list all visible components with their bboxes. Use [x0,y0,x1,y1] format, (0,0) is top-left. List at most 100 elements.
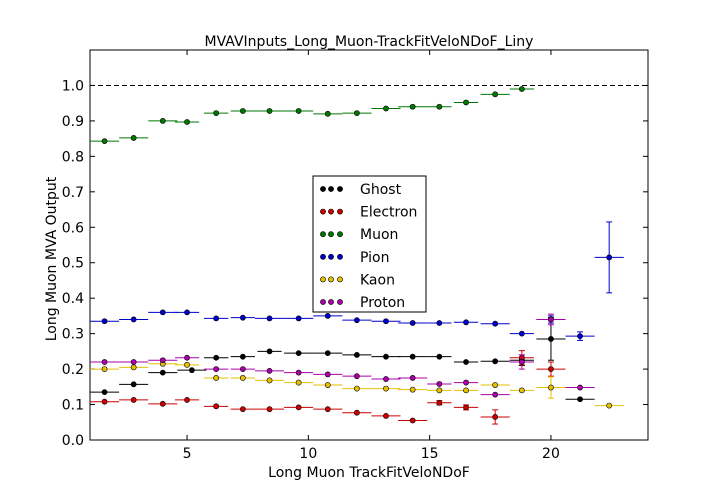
plot-area: 0.0 0.1 0.2 0.3 0.4 0.5 0.6 0.7 0.8 0.9 1.0 5 10 15 20 [62,49,649,462]
data-point [295,404,302,411]
data-point [436,381,443,387]
series-electron [90,350,566,425]
legend-marker [337,253,343,260]
plot-frame [89,49,649,441]
data-point [130,359,137,365]
y-tick-label: 0.2 [62,362,84,378]
data-point [324,406,331,413]
data-point [184,119,190,125]
data-point [188,367,195,374]
legend-box [312,175,427,313]
data-point [409,417,416,424]
data-point [436,387,443,394]
data-point [266,108,273,114]
data-point [409,320,416,326]
data-point [353,373,360,380]
data-point [548,316,554,323]
x-tick-label: 10 [299,446,317,462]
legend-marker [320,231,326,238]
data-point [492,391,499,398]
legend-marker [320,253,326,260]
data-point [239,353,246,360]
series-proton [90,313,595,398]
series-kaon [90,360,624,409]
legend-marker [337,299,343,305]
data-point [436,399,443,406]
data-point [463,387,469,394]
data-point [130,135,137,141]
data-point [383,412,389,419]
data-point [353,317,360,324]
data-point [130,316,137,323]
data-point [409,353,416,360]
data-point [492,382,499,388]
data-point [239,366,246,372]
data-point [383,376,389,382]
legend-marker [337,208,343,215]
series-ghost [90,317,595,403]
data-point [213,375,220,381]
data-point [492,414,499,420]
data-point [324,382,331,388]
data-point [409,103,416,110]
data-point [266,367,273,374]
data-point [130,397,137,403]
data-point [213,403,220,410]
data-point [463,404,469,411]
data-point [130,364,137,371]
data-point [492,358,499,365]
data-point [101,359,108,365]
data-point [548,384,554,391]
legend-marker [328,208,334,215]
data-point [266,315,273,322]
y-tick-label: 0.8 [62,149,84,165]
data-point [492,320,499,327]
data-point [606,254,613,261]
x-tick-label: 5 [183,446,192,462]
legend-marker [320,276,326,283]
data-point [383,385,389,392]
data-point [353,352,360,358]
data-point [266,377,273,384]
data-point [409,375,416,381]
legend-label: Pion [360,250,389,266]
data-point [295,379,302,386]
y-tick-label: 0.0 [62,433,84,449]
data-point [463,359,469,365]
data-point [101,366,108,372]
data-point [463,379,469,386]
data-point [159,369,166,376]
data-point [184,361,190,368]
y-tick-label: 0.1 [62,398,84,414]
data-point [436,103,443,110]
y-axis-label: Long Muon MVA Output [44,176,60,341]
data-point [184,354,190,361]
data-point [324,110,331,117]
x-tick-label: 15 [421,446,439,462]
data-point [518,387,525,394]
data-point [324,350,331,357]
y-tick-label: 0.4 [62,291,84,307]
data-point [266,348,273,355]
data-point [436,353,443,360]
data-point [383,353,389,360]
data-point [518,330,525,337]
x-axis-label: Long Muon TrackFitVeloNDoF [268,465,470,481]
data-point [159,400,166,407]
legend-marker [320,186,326,192]
data-point [577,396,583,403]
data-point [239,108,246,114]
legend-marker [337,231,343,238]
legend-marker [328,299,334,305]
y-tick-label: 0.5 [62,256,84,272]
data-point [353,110,360,117]
legend: Ghost Electron Muon Pion Kaon Proton [312,175,427,313]
data-point [383,318,389,325]
data-point [353,409,360,416]
chart-title: MVAVInputs_Long_Muon-TrackFitVeloNDoF_Li… [205,34,534,50]
data-point [159,118,166,124]
data-point [213,315,220,322]
legend-marker [320,299,326,305]
